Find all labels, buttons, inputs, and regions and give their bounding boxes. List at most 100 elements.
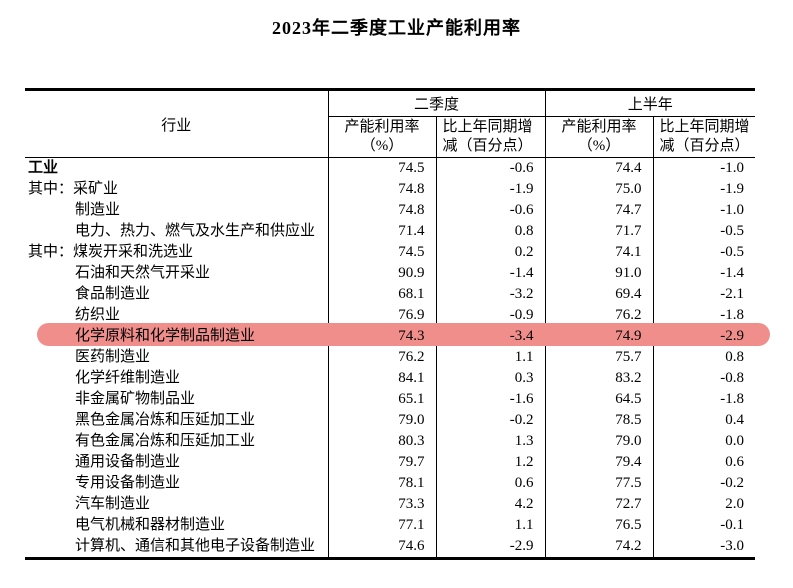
row-industry-label: 化学原料和化学制品制造业 <box>25 326 329 347</box>
h1-diff-value: -1.8 <box>720 307 745 323</box>
row-industry-label: 电气机械和器材制造业 <box>25 515 329 536</box>
row-industry-label: 电力、热力、燃气及水生产和供应业 <box>25 221 329 242</box>
subheader-q2-rate-line2: （%） <box>360 138 404 154</box>
h1-rate-value: 74.4 <box>545 157 654 179</box>
q2-rate-value: 76.2 <box>328 347 437 368</box>
q2-rate-value: 80.3 <box>328 431 437 452</box>
h1-rate-value: 69.4 <box>545 284 654 305</box>
row-industry-label: 医药制造业 <box>25 347 329 368</box>
q2-diff-value: -1.4 <box>436 263 546 284</box>
table-row: 非金属矿物制品业 65.1 -1.6 64.5 -1.8 <box>25 389 755 410</box>
q2-rate-value: 68.1 <box>328 284 437 305</box>
q2-rate-value: 74.5 <box>328 157 437 179</box>
q2-rate-value: 79.7 <box>328 452 437 473</box>
row-highlight-marker <box>37 323 770 346</box>
table-row: 通用设备制造业 79.7 1.2 79.4 0.6 <box>25 452 755 473</box>
h1-diff-value: -0.1 <box>720 517 745 533</box>
row-industry-label: 非金属矿物制品业 <box>25 389 329 410</box>
group-header-q2: 二季度 <box>327 89 546 117</box>
row-industry-name: 医药制造业 <box>75 349 151 365</box>
row-industry-label: 通用设备制造业 <box>25 452 329 473</box>
row-industry-name: 化学原料和化学制品制造业 <box>75 328 256 344</box>
row-industry-name: 食品制造业 <box>75 286 151 302</box>
h1-diff-value: -1.8 <box>720 391 745 407</box>
h1-diff-value: -2.1 <box>720 286 745 302</box>
h1-rate-value: 83.2 <box>545 368 654 389</box>
row-industry-label: 制造业 <box>25 200 329 221</box>
q2-rate-value: 74.8 <box>328 179 437 200</box>
q2-rate-value: 77.1 <box>328 515 437 536</box>
q2-diff-value: 0.8 <box>436 221 546 242</box>
q2-rate-value: 65.1 <box>328 389 437 410</box>
q2-rate-value: 90.9 <box>328 263 437 284</box>
row-industry-label: 专用设备制造业 <box>25 473 329 494</box>
row-industry-name: 通用设备制造业 <box>75 454 181 470</box>
table-row: 食品制造业 68.1 -3.2 69.4 -2.1 <box>25 284 755 305</box>
table-row: 黑色金属冶炼和压延加工业 79.0 -0.2 78.5 0.4 <box>25 410 755 431</box>
capacity-table-wrap: 行业 二季度 上半年 产能利用率 （%） 比上年同期增 减（百分点） 产能利用率 <box>25 88 770 560</box>
q2-diff-value: -0.6 <box>436 200 546 221</box>
q2-rate-value: 71.4 <box>328 221 437 242</box>
h1-rate-value: 76.2 <box>545 305 654 326</box>
table-row: 医药制造业 76.2 1.1 75.7 0.8 <box>25 347 755 368</box>
row-industry-label: 化学纤维制造业 <box>25 368 329 389</box>
h1-diff-value: -0.5 <box>720 223 745 239</box>
h1-diff-value: -2.9 <box>720 328 745 344</box>
q2-rate-value: 74.6 <box>328 536 437 559</box>
h1-rate-value: 75.7 <box>545 347 654 368</box>
q2-rate-value: 74.5 <box>328 242 437 263</box>
q2-diff-value: -0.6 <box>436 157 546 179</box>
table-row: 石油和天然气开采业 90.9 -1.4 91.0 -1.4 <box>25 263 755 284</box>
subheader-h1-rate-line1: 产能利用率 <box>561 119 637 135</box>
row-prefix: 其中： <box>28 181 74 197</box>
h1-rate-value: 71.7 <box>545 221 654 242</box>
q2-diff-value: -1.6 <box>436 389 546 410</box>
subheader-h1-rate-line2: （%） <box>577 138 621 154</box>
h1-rate-value: 74.2 <box>545 536 654 559</box>
q2-diff-value: 1.1 <box>436 515 546 536</box>
h1-rate-value: 74.1 <box>545 242 654 263</box>
h1-rate-value: 79.4 <box>545 452 654 473</box>
row-industry-label: 计算机、通信和其他电子设备制造业 <box>25 536 329 559</box>
subheader-h1-diff: 比上年同期增 减（百分点） <box>653 116 756 158</box>
h1-diff-value: -3.0 <box>720 538 745 554</box>
table-row: 纺织业 76.9 -0.9 76.2 -1.8 <box>25 305 755 326</box>
subheader-q2-diff-line2: 减（百分点） <box>442 138 533 154</box>
row-industry-name: 计算机、通信和其他电子设备制造业 <box>75 538 316 554</box>
h1-diff-value: -0.5 <box>720 244 745 260</box>
table-header: 行业 二季度 上半年 产能利用率 （%） 比上年同期增 减（百分点） 产能利用率 <box>25 89 756 158</box>
h1-diff-value: 2.0 <box>725 496 745 512</box>
h1-diff-value: -1.9 <box>720 181 745 197</box>
q2-diff-value: 1.3 <box>436 431 546 452</box>
row-industry-name: 电力、热力、燃气及水生产和供应业 <box>75 223 316 239</box>
row-industry-name: 煤炭开采和洗选业 <box>73 244 194 260</box>
row-industry-name: 纺织业 <box>75 307 121 323</box>
h1-diff-value: 0.8 <box>725 349 745 365</box>
table-row: 电气机械和器材制造业 77.1 1.1 76.5 -0.1 <box>25 515 755 536</box>
capacity-utilization-table: 行业 二季度 上半年 产能利用率 （%） 比上年同期增 减（百分点） 产能利用率 <box>25 88 756 560</box>
table-body: 工业 74.5 -0.6 74.4 -1.0 其中：采矿业 74.8 -1.9 75.0 -1.9… <box>25 157 755 559</box>
row-industry-name: 专用设备制造业 <box>75 475 181 491</box>
q2-diff-value: -0.2 <box>436 410 546 431</box>
row-industry-label: 黑色金属冶炼和压延加工业 <box>25 410 329 431</box>
h1-rate-value: 78.5 <box>545 410 654 431</box>
q2-diff-value: 4.2 <box>436 494 546 515</box>
h1-rate-value: 79.0 <box>545 431 654 452</box>
row-industry-label: 其中：煤炭开采和洗选业 <box>25 242 329 263</box>
row-industry-name: 非金属矿物制品业 <box>75 391 196 407</box>
subheader-h1-diff-line2: 减（百分点） <box>659 138 750 154</box>
row-industry-label: 有色金属冶炼和压延加工业 <box>25 431 329 452</box>
row-industry-name: 汽车制造业 <box>75 496 151 512</box>
subheader-q2-diff: 比上年同期增 减（百分点） <box>436 116 546 158</box>
h1-diff-value: -0.8 <box>720 370 745 386</box>
col-header-industry: 行业 <box>25 89 329 158</box>
page-title: 2023年二季度工业产能利用率 <box>272 18 521 38</box>
row-industry-label: 石油和天然气开采业 <box>25 263 329 284</box>
q2-rate-value: 73.3 <box>328 494 437 515</box>
q2-diff-value: -2.9 <box>436 536 546 559</box>
q2-diff-value: 1.2 <box>436 452 546 473</box>
q2-rate-value: 76.9 <box>328 305 437 326</box>
row-industry-name: 石油和天然气开采业 <box>75 265 211 281</box>
row-industry-name: 工业 <box>28 160 59 176</box>
